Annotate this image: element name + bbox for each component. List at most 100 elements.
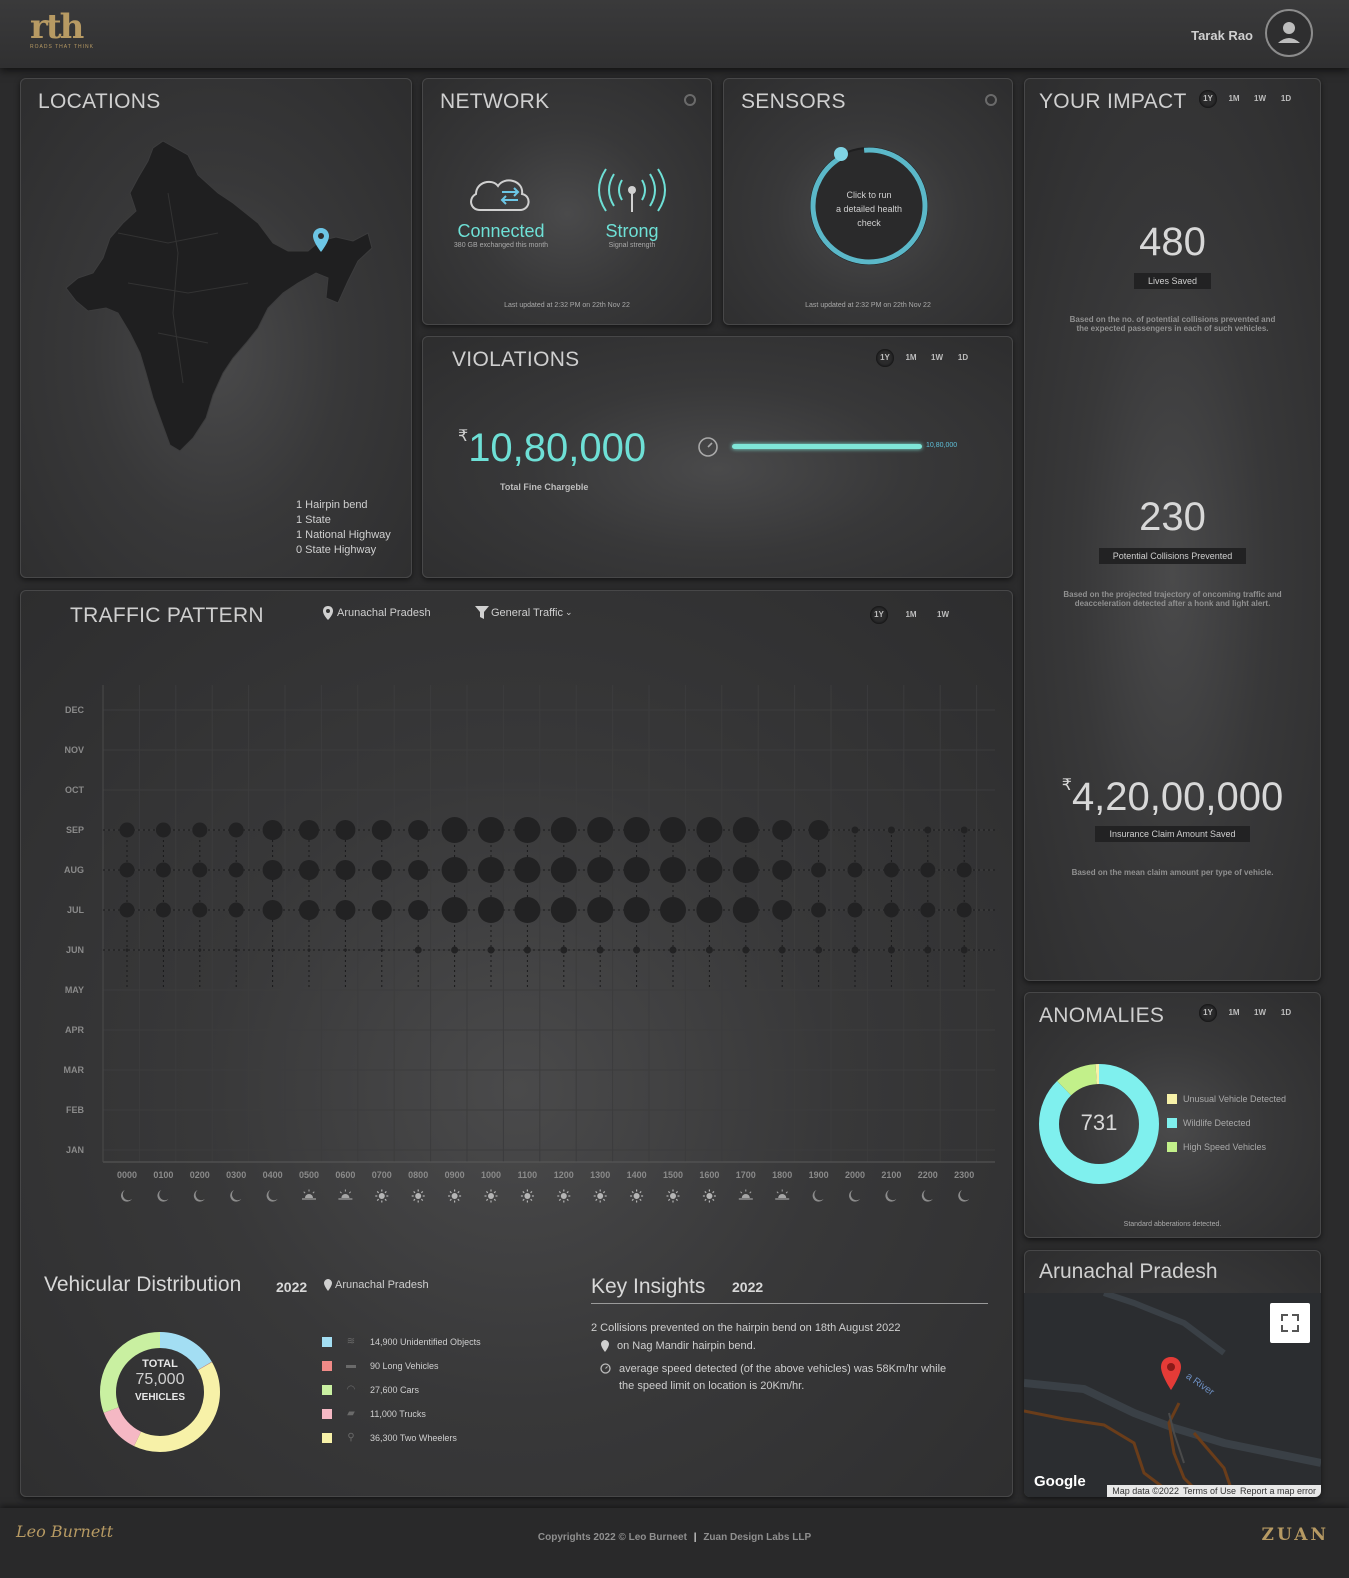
traffic-bubble[interactable] — [478, 857, 504, 883]
traffic-bubble[interactable] — [451, 946, 459, 954]
traffic-bubble[interactable] — [271, 948, 275, 952]
traffic-bubble[interactable] — [487, 946, 495, 954]
traffic-bubble[interactable] — [772, 900, 793, 920]
tab-1y[interactable]: 1Y — [876, 349, 894, 367]
traffic-bubble[interactable] — [847, 902, 863, 918]
tab-1d[interactable]: 1D — [1280, 94, 1292, 103]
traffic-bubble[interactable] — [335, 820, 356, 840]
tab-1w[interactable]: 1W — [1254, 1008, 1266, 1017]
tab-1y[interactable]: 1Y — [1199, 90, 1217, 108]
tab-1m[interactable]: 1M — [905, 610, 917, 619]
traffic-bubble[interactable] — [441, 857, 468, 883]
tab-1y[interactable]: 1Y — [870, 606, 888, 624]
tab-1m[interactable]: 1M — [905, 353, 917, 362]
traffic-bubble[interactable] — [772, 860, 793, 880]
india-map[interactable] — [58, 133, 378, 493]
tab-1m[interactable]: 1M — [1228, 1008, 1240, 1017]
traffic-bubble[interactable] — [192, 862, 208, 878]
traffic-bubble[interactable] — [732, 817, 759, 843]
traffic-bubble[interactable] — [408, 900, 429, 920]
traffic-bubble[interactable] — [192, 902, 208, 918]
traffic-bubble[interactable] — [811, 862, 827, 878]
traffic-bubble[interactable] — [228, 902, 244, 918]
traffic-bubble[interactable] — [335, 900, 356, 920]
tab-1y[interactable]: 1Y — [1199, 1004, 1217, 1022]
map-terms-link[interactable]: Terms of Use — [1182, 1486, 1236, 1496]
network-refresh-icon[interactable] — [684, 94, 696, 106]
traffic-bubble[interactable] — [623, 897, 650, 923]
traffic-bubble[interactable] — [371, 820, 392, 840]
sensors-refresh-icon[interactable] — [985, 94, 997, 106]
traffic-bubble[interactable] — [960, 946, 968, 954]
traffic-bubble[interactable] — [307, 948, 311, 952]
traffic-bubble[interactable] — [705, 946, 713, 954]
tab-1m[interactable]: 1M — [1228, 94, 1240, 103]
traffic-bubble[interactable] — [550, 817, 577, 843]
traffic-bubble[interactable] — [262, 900, 283, 920]
traffic-bubble[interactable] — [920, 862, 936, 878]
traffic-bubble[interactable] — [596, 946, 604, 954]
google-map[interactable]: a River Google Map data ©2022 Terms of U… — [1024, 1293, 1321, 1497]
traffic-bubble[interactable] — [633, 946, 641, 954]
traffic-filter-dropdown[interactable]: General Traffic ⌄ — [475, 606, 573, 619]
traffic-bubble[interactable] — [514, 857, 541, 883]
traffic-bubble[interactable] — [441, 817, 468, 843]
traffic-bubble[interactable] — [119, 822, 135, 838]
distribution-donut[interactable] — [96, 1328, 224, 1456]
traffic-bubble[interactable] — [847, 862, 863, 878]
traffic-bubble[interactable] — [623, 817, 650, 843]
donut-segment[interactable] — [100, 1332, 220, 1452]
traffic-bubble[interactable] — [660, 857, 686, 883]
traffic-bubble[interactable] — [887, 946, 895, 954]
map-marker-icon[interactable] — [1160, 1357, 1182, 1391]
traffic-bubble[interactable] — [887, 826, 895, 834]
traffic-bubble[interactable] — [155, 862, 171, 878]
traffic-bubble[interactable] — [742, 946, 750, 954]
tab-1d[interactable]: 1D — [957, 353, 969, 362]
anomalies-donut[interactable] — [1037, 1062, 1161, 1186]
traffic-bubble[interactable] — [441, 897, 468, 923]
traffic-bubble[interactable] — [523, 946, 531, 954]
traffic-bubble[interactable] — [920, 902, 936, 918]
tab-1w[interactable]: 1W — [931, 353, 943, 362]
traffic-bubble[interactable] — [587, 817, 614, 843]
traffic-bubble[interactable] — [228, 822, 244, 838]
traffic-bubble[interactable] — [696, 897, 723, 923]
traffic-bubble[interactable] — [696, 857, 723, 883]
traffic-bubble[interactable] — [623, 857, 650, 883]
location-pin-icon[interactable] — [312, 228, 330, 254]
traffic-bubble[interactable] — [299, 860, 319, 880]
traffic-bubble[interactable] — [198, 948, 202, 952]
traffic-bubble[interactable] — [550, 857, 577, 883]
traffic-bubble[interactable] — [192, 822, 208, 838]
traffic-bubble[interactable] — [408, 820, 429, 840]
traffic-bubble[interactable] — [414, 946, 422, 954]
traffic-bubble[interactable] — [478, 817, 504, 843]
traffic-bubble[interactable] — [262, 860, 283, 880]
traffic-bubble[interactable] — [772, 820, 793, 840]
rth-logo[interactable]: rth ROADS THAT THINK — [30, 10, 105, 56]
traffic-bubble[interactable] — [380, 948, 384, 952]
traffic-bubble[interactable] — [550, 897, 577, 923]
traffic-bubble[interactable] — [960, 826, 968, 834]
traffic-bubble[interactable] — [125, 948, 129, 952]
donut-segment[interactable] — [100, 1332, 220, 1452]
traffic-location[interactable]: Arunachal Pradesh — [323, 606, 431, 620]
traffic-bubble[interactable] — [119, 862, 135, 878]
traffic-bubble[interactable] — [587, 897, 614, 923]
traffic-bubble[interactable] — [228, 862, 244, 878]
distribution-location[interactable]: Arunachal Pradesh — [324, 1279, 429, 1291]
health-check-text[interactable]: Click to run a detailed health check — [819, 188, 919, 230]
traffic-bubble[interactable] — [155, 902, 171, 918]
traffic-bubble[interactable] — [335, 860, 356, 880]
traffic-bubble[interactable] — [119, 902, 135, 918]
traffic-bubble[interactable] — [299, 900, 319, 920]
traffic-bubble[interactable] — [924, 826, 932, 834]
traffic-bubble[interactable] — [778, 946, 786, 954]
traffic-bubble[interactable] — [924, 946, 932, 954]
traffic-bubble[interactable] — [732, 897, 759, 923]
traffic-bubble[interactable] — [262, 820, 283, 840]
traffic-bubble[interactable] — [883, 862, 899, 878]
traffic-bubble[interactable] — [883, 902, 899, 918]
traffic-bubble[interactable] — [514, 897, 541, 923]
